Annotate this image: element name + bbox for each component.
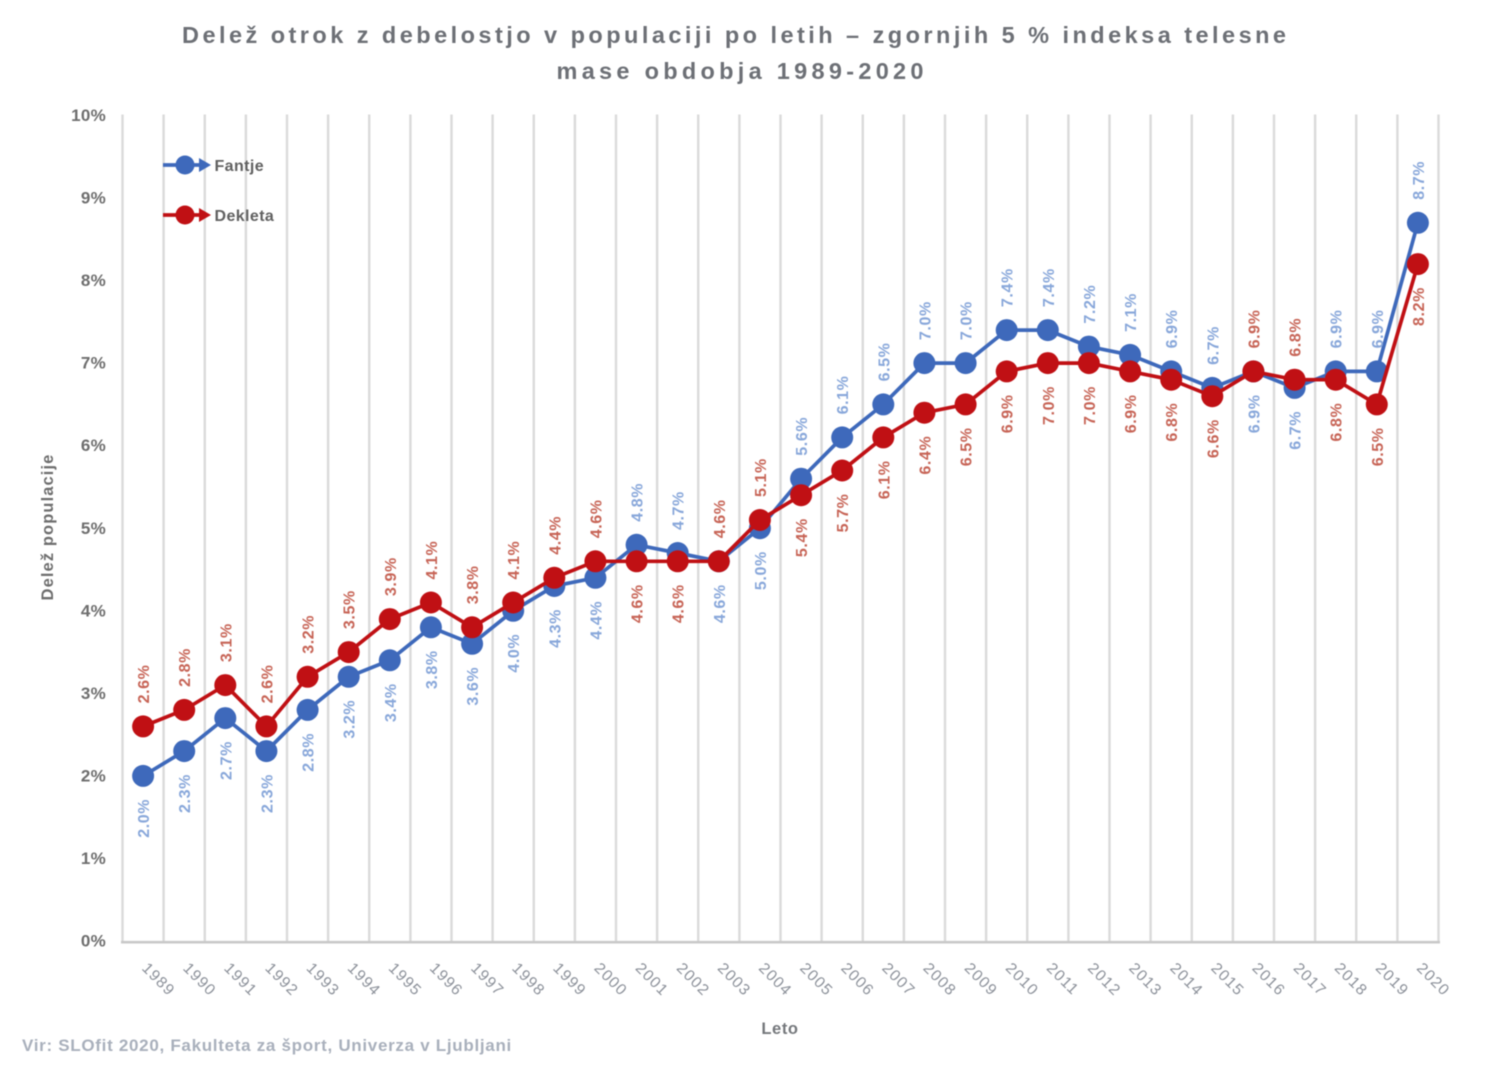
svg-text:8.2%: 8.2% (1411, 287, 1428, 326)
svg-text:3.9%: 3.9% (383, 557, 400, 596)
svg-text:6%: 6% (81, 436, 106, 455)
svg-text:4.6%: 4.6% (712, 499, 729, 538)
svg-text:Delež populacije: Delež populacije (39, 454, 57, 601)
svg-text:Fantje: Fantje (215, 158, 265, 175)
svg-text:6.9%: 6.9% (1370, 310, 1387, 349)
svg-text:4.4%: 4.4% (588, 601, 605, 640)
svg-text:3%: 3% (81, 684, 106, 703)
svg-text:6.9%: 6.9% (1246, 310, 1263, 349)
svg-text:3.2%: 3.2% (342, 700, 359, 739)
svg-text:2.6%: 2.6% (136, 665, 153, 704)
svg-text:4.1%: 4.1% (424, 541, 441, 580)
svg-text:7.0%: 7.0% (1082, 386, 1099, 425)
svg-text:4.6%: 4.6% (671, 584, 688, 623)
svg-text:mase obdobja 1989-2020: mase obdobja 1989-2020 (557, 58, 924, 84)
svg-text:4.1%: 4.1% (506, 541, 523, 580)
svg-text:4.3%: 4.3% (547, 609, 564, 648)
svg-text:6.5%: 6.5% (959, 427, 976, 466)
svg-text:6.8%: 6.8% (1329, 403, 1346, 442)
svg-text:6.5%: 6.5% (1370, 427, 1387, 466)
svg-text:7.2%: 7.2% (1082, 285, 1099, 324)
svg-text:7.4%: 7.4% (1041, 268, 1058, 307)
svg-text:Vir: SLOfit 2020, Fakulteta za: Vir: SLOfit 2020, Fakulteta za šport, Un… (22, 1036, 512, 1055)
svg-text:3.8%: 3.8% (424, 650, 441, 689)
svg-text:6.8%: 6.8% (1164, 403, 1181, 442)
svg-text:2.3%: 2.3% (177, 774, 194, 813)
svg-text:4.6%: 4.6% (630, 584, 647, 623)
svg-text:4.6%: 4.6% (712, 584, 729, 623)
svg-text:6.1%: 6.1% (835, 376, 852, 415)
svg-text:7.0%: 7.0% (1041, 386, 1058, 425)
svg-text:6.5%: 6.5% (876, 343, 893, 382)
svg-text:5.7%: 5.7% (835, 494, 852, 533)
svg-text:9%: 9% (81, 189, 106, 208)
svg-text:3.2%: 3.2% (301, 615, 318, 654)
svg-text:4.8%: 4.8% (630, 483, 647, 522)
svg-text:3.5%: 3.5% (342, 590, 359, 629)
svg-text:5.1%: 5.1% (753, 458, 770, 497)
svg-text:3.6%: 3.6% (465, 667, 482, 706)
svg-text:2.6%: 2.6% (259, 665, 276, 704)
svg-text:3.4%: 3.4% (383, 683, 400, 722)
svg-text:6.7%: 6.7% (1205, 326, 1222, 365)
svg-text:6.9%: 6.9% (1164, 310, 1181, 349)
svg-text:Delež otrok z debelostjo v pop: Delež otrok z debelostjo v populaciji po… (182, 22, 1286, 48)
svg-text:6.9%: 6.9% (1000, 394, 1017, 433)
svg-text:4.0%: 4.0% (506, 634, 523, 673)
svg-text:6.8%: 6.8% (1288, 318, 1305, 357)
svg-text:6.9%: 6.9% (1329, 310, 1346, 349)
svg-text:2.3%: 2.3% (259, 774, 276, 813)
svg-text:5.4%: 5.4% (794, 518, 811, 557)
svg-text:7.0%: 7.0% (917, 301, 934, 340)
svg-text:5.6%: 5.6% (794, 417, 811, 456)
svg-text:6.1%: 6.1% (876, 460, 893, 499)
svg-text:8%: 8% (81, 271, 106, 290)
svg-text:4.6%: 4.6% (588, 499, 605, 538)
svg-text:2.8%: 2.8% (177, 648, 194, 687)
svg-text:7.1%: 7.1% (1123, 293, 1140, 332)
svg-text:7.0%: 7.0% (959, 301, 976, 340)
svg-text:6.9%: 6.9% (1123, 394, 1140, 433)
svg-text:6.9%: 6.9% (1246, 394, 1263, 433)
svg-text:1%: 1% (81, 849, 106, 868)
svg-text:0%: 0% (81, 932, 106, 951)
svg-text:6.4%: 6.4% (917, 436, 934, 475)
svg-text:4.7%: 4.7% (671, 491, 688, 530)
svg-text:3.1%: 3.1% (218, 623, 235, 662)
svg-text:6.7%: 6.7% (1288, 411, 1305, 450)
svg-text:6.6%: 6.6% (1205, 419, 1222, 458)
svg-text:Dekleta: Dekleta (215, 208, 275, 225)
svg-text:10%: 10% (71, 106, 106, 125)
svg-text:4%: 4% (81, 601, 106, 620)
svg-text:4.4%: 4.4% (547, 516, 564, 555)
svg-text:5%: 5% (81, 519, 106, 538)
svg-text:5.0%: 5.0% (753, 551, 770, 590)
svg-text:2.8%: 2.8% (301, 733, 318, 772)
svg-text:2%: 2% (81, 766, 106, 785)
svg-text:2.0%: 2.0% (136, 799, 153, 838)
svg-text:8.7%: 8.7% (1411, 161, 1428, 200)
svg-text:Leto: Leto (761, 1020, 798, 1038)
svg-text:3.8%: 3.8% (465, 565, 482, 604)
svg-text:7%: 7% (81, 354, 106, 373)
svg-text:2.7%: 2.7% (218, 741, 235, 780)
svg-text:7.4%: 7.4% (1000, 268, 1017, 307)
